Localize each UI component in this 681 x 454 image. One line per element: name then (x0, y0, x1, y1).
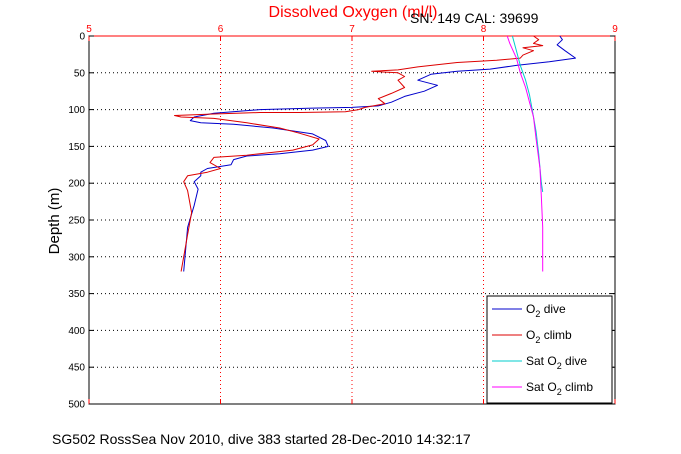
axis-ticks: 5 6 7 8 9 0 50 100 150 200 250 300 350 400 450 500 (68, 24, 618, 411)
legend-box (486, 295, 613, 404)
y-tick-label: 300 (68, 252, 85, 263)
x-tick-label: 7 (349, 24, 355, 35)
legend-label: O2 dive (526, 302, 566, 319)
dive-info-footer: SG502 RossSea Nov 2010, dive 383 started… (52, 431, 471, 447)
series-line-4 (506, 35, 544, 272)
series-lines (174, 35, 576, 272)
x-tick-label: 8 (481, 24, 487, 35)
x-tick-label: 6 (218, 24, 224, 35)
y-tick-label: 0 (79, 32, 85, 43)
legend-label: Sat O2 dive (526, 354, 587, 371)
y-tick-label: 400 (68, 326, 85, 337)
y-tick-label: 100 (68, 105, 85, 116)
legend-label: O2 climb (526, 328, 572, 345)
series-line-2 (174, 35, 544, 272)
x-tick-label: 5 (86, 24, 92, 35)
serial-label: SN: 149 CAL: 39699 (410, 10, 539, 26)
y-tick-label: 150 (68, 142, 85, 153)
y-tick-label: 200 (68, 179, 85, 190)
y-tick-label: 250 (68, 216, 85, 227)
chart-title: Dissolved Oxygen (ml/l) (269, 4, 438, 21)
y-tick-label: 500 (68, 400, 85, 411)
y-tick-label: 50 (74, 68, 86, 79)
y-axis-label: Depth (m) (46, 188, 63, 255)
grid (89, 36, 615, 404)
legend-label: Sat O2 climb (526, 380, 593, 397)
x-tick-label: 9 (612, 24, 618, 35)
series-line-1 (183, 35, 576, 272)
y-tick-label: 450 (68, 363, 85, 374)
y-tick-label: 350 (68, 289, 85, 300)
legend: O2 dive O2 climb Sat O2 dive Sat O2 climb (486, 295, 613, 404)
